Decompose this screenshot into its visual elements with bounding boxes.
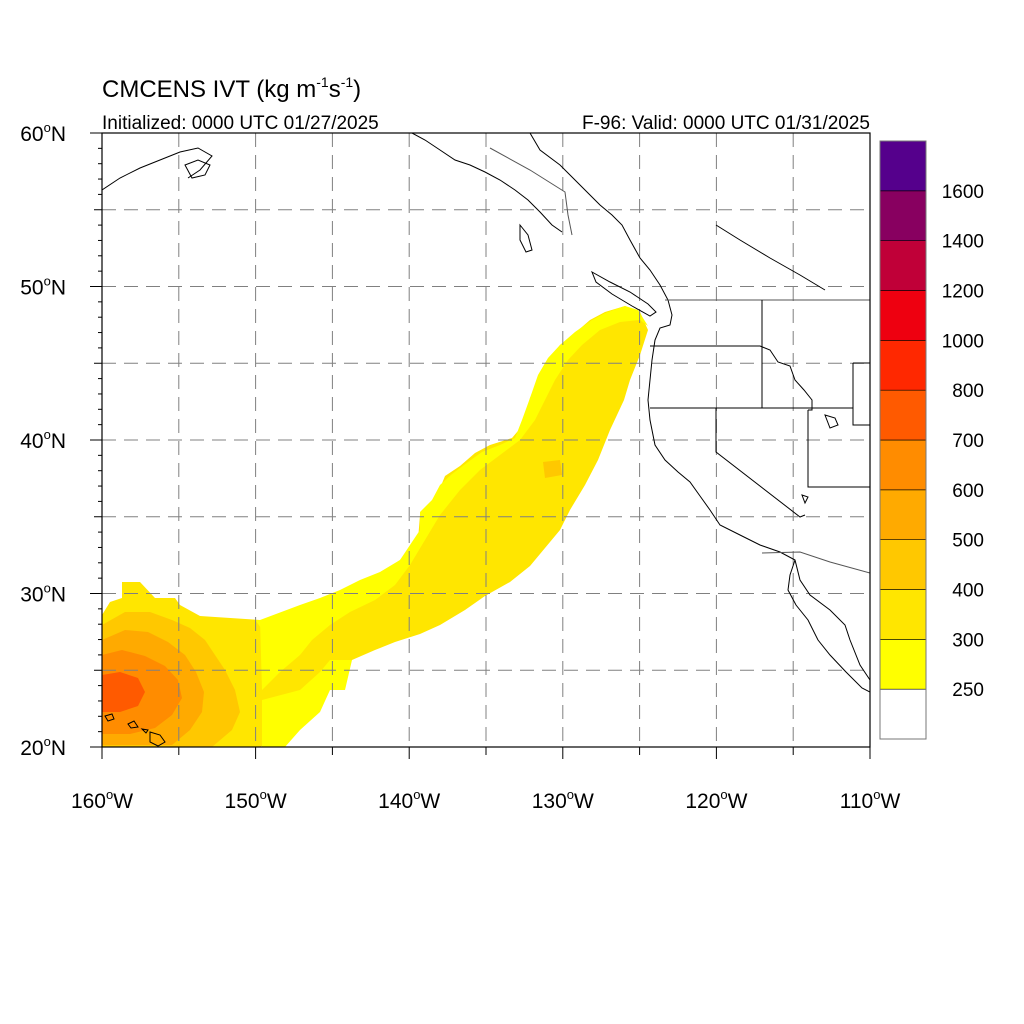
colorbar-label: 1400 xyxy=(942,232,984,253)
hawaii-island-big xyxy=(149,731,166,747)
colorbar-label: 600 xyxy=(952,481,984,502)
lat-tick-label: 50oN xyxy=(20,274,66,300)
colorbar-swatch xyxy=(879,389,927,441)
north-america-coastline xyxy=(529,133,870,681)
colorbar-label: 1200 xyxy=(942,282,984,303)
ivt-contour-250-gap xyxy=(262,660,352,747)
colorbar-label: 250 xyxy=(952,680,984,701)
colorbar-label: 500 xyxy=(952,531,984,552)
state-borders xyxy=(650,300,870,518)
colorbar-swatch xyxy=(879,190,927,241)
init-time-label: Initialized: 0000 UTC 01/27/2025 xyxy=(102,113,379,134)
lat-tick-label: 40oN xyxy=(20,427,66,453)
colorbar-label: 700 xyxy=(952,431,984,452)
colorbar-swatch xyxy=(879,489,927,540)
ivt-contour-700 xyxy=(102,672,145,712)
lon-tick-label: 110oW xyxy=(840,787,901,813)
alaska-coastline xyxy=(411,133,563,233)
latitude-labels: 60oN 50oN 40oN 30oN 20oN xyxy=(20,120,66,760)
haida-gwaii xyxy=(519,223,533,253)
lat-tick-label: 30oN xyxy=(20,581,66,607)
valid-time-label: F-96: Valid: 0000 UTC 01/31/2025 xyxy=(582,113,870,134)
colorbar-swatch xyxy=(879,439,927,491)
colorbar-swatch xyxy=(879,688,927,740)
lon-tick-label: 160oW xyxy=(71,787,133,813)
kodiak-island xyxy=(184,159,211,179)
colorbar-swatch xyxy=(879,240,927,291)
colorbar-label: 1000 xyxy=(942,331,984,352)
ivt-contour-250-band xyxy=(255,602,330,640)
colorbar-swatch xyxy=(879,140,927,192)
colorbar-label: 1600 xyxy=(942,182,984,203)
lon-tick-label: 120oW xyxy=(685,787,747,813)
chart-title: CMCENS IVT (kg m-1s-1) xyxy=(102,74,361,103)
colorbar-swatch xyxy=(879,539,927,590)
longitude-labels: 160oW 150oW 140oW 130oW 120oW 110oW xyxy=(71,787,901,813)
us-mexico-border xyxy=(761,551,870,574)
lat-tick-label: 60oN xyxy=(20,120,66,146)
lon-tick-label: 150oW xyxy=(225,787,287,813)
lon-tick-label: 130oW xyxy=(532,787,594,813)
colorbar-swatch xyxy=(879,589,927,640)
colorbar-label: 800 xyxy=(952,381,984,402)
lat-tick-label: 20oN xyxy=(20,734,66,760)
colorbar-frame xyxy=(879,140,927,740)
colorbar-swatch xyxy=(879,639,927,690)
lon-tick-label: 140oW xyxy=(378,787,440,813)
coastlines xyxy=(102,133,870,747)
alaska-bc-border xyxy=(489,147,573,236)
ivt-local-max xyxy=(543,460,562,478)
ivt-field xyxy=(102,306,648,747)
great-lakes-and-inland xyxy=(715,224,839,505)
colorbar-swatch xyxy=(879,290,927,341)
colorbar-label: 300 xyxy=(952,630,984,651)
ivt-contour-300 xyxy=(102,306,648,747)
colorbar-label: 400 xyxy=(952,581,984,602)
vancouver-island xyxy=(591,270,657,317)
aleutian-coast xyxy=(102,147,213,191)
hawaii-islands xyxy=(104,713,149,734)
colorbar-swatch xyxy=(879,340,927,391)
baja-peninsula xyxy=(787,559,870,693)
graticule xyxy=(102,133,870,747)
colorbar: 250 300 400 500 600 700 800 1000 1200 1400 1600 xyxy=(879,140,984,740)
axis-ticks xyxy=(90,132,871,759)
